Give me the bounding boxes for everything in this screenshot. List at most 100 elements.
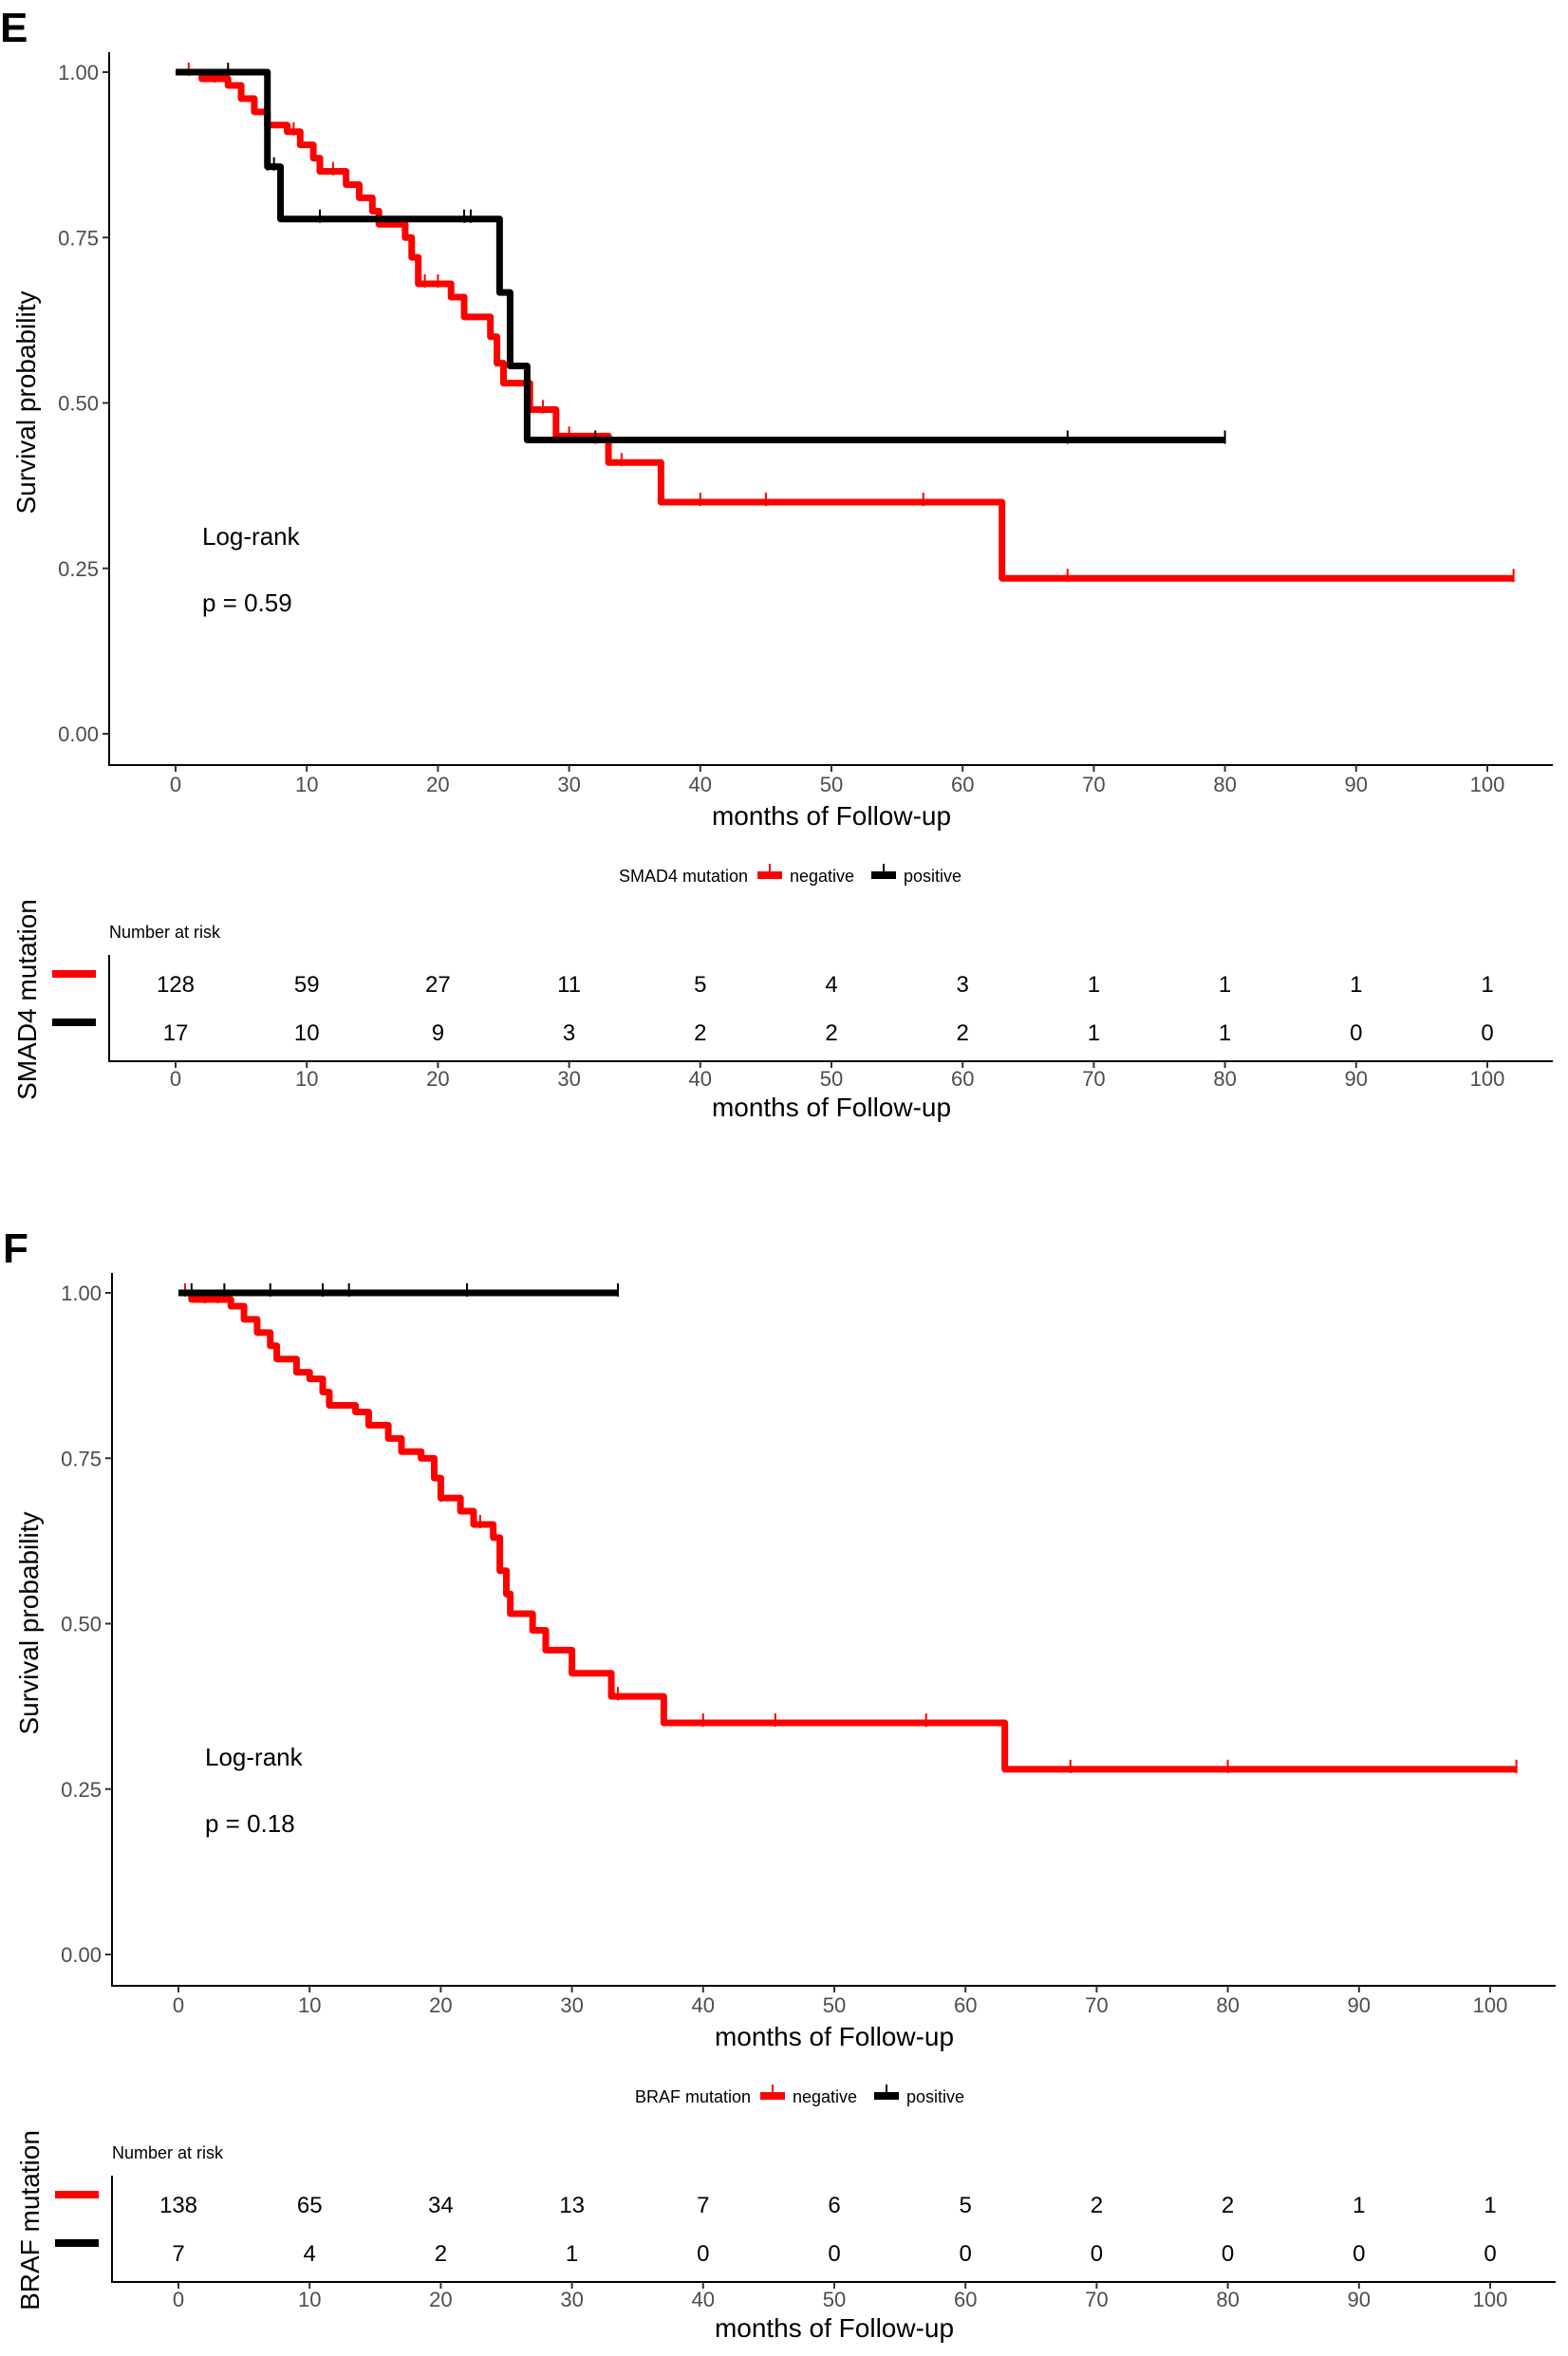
risk-x-tick-label: 0 [170,1067,181,1091]
x-tick-label: 60 [951,773,974,796]
x-tick-label: 90 [1348,1993,1371,2017]
x-tick-label: 30 [560,1993,583,2017]
risk-x-tick-label: 60 [954,2288,977,2311]
x-tick-label: 0 [170,773,181,796]
survival-curve-negative [178,1289,1517,1773]
y-tick-label: 0.00 [61,1943,102,1967]
p-value: p = 0.18 [205,1809,295,1838]
risk-x-tick-label: 40 [689,1067,712,1091]
risk-value: 0 [1481,1020,1493,1046]
risk-x-tick-label: 80 [1213,1067,1236,1091]
risk-value: 0 [1350,1020,1362,1046]
risk-row-swatch-negative [52,970,96,978]
risk-value: 1 [1484,2193,1496,2218]
risk-value: 2 [435,2241,447,2267]
legend-label-negative: negative [793,2087,857,2106]
risk-value: 6 [828,2193,840,2218]
x-axis-title: months of Follow-up [715,2022,954,2051]
x-tick-label: 50 [823,1993,846,2017]
y-axis-title: Survival probability [14,1512,44,1735]
risk-value: 2 [1222,2193,1234,2218]
risk-x-tick-label: 40 [692,2288,715,2311]
x-tick-label: 70 [1085,1993,1108,2017]
risk-x-tick-label: 30 [560,2288,583,2311]
x-tick-label: 100 [1470,773,1505,796]
risk-x-tick-label: 70 [1085,2288,1108,2311]
panel-label: F [3,1225,28,1272]
risk-x-tick-label: 70 [1082,1067,1105,1091]
risk-value: 7 [697,2193,709,2218]
risk-value: 10 [294,1020,320,1046]
x-tick-label: 40 [689,773,712,796]
risk-value: 1 [1088,972,1100,998]
risk-row-swatch-negative [55,2191,99,2198]
km-panel-f: F0.000.250.500.751.000 10 20 30 40 50 60 70 80 90… [3,1225,1556,2343]
x-tick-label: 20 [426,773,449,796]
risk-value: 1 [566,2241,578,2267]
risk-x-tick-label: 20 [426,1067,449,1091]
risk-value: 1 [1088,1020,1100,1046]
risk-value: 4 [304,2241,316,2267]
x-tick-label: 60 [954,1993,977,2017]
risk-value: 0 [828,2241,840,2267]
x-tick-label: 0 [173,1993,184,2017]
y-tick-label: 0.00 [58,722,99,746]
risk-value: 3 [957,972,969,998]
logrank-label: Log-rank [202,522,301,551]
legend-title: SMAD4 mutation [619,867,748,886]
risk-value: 2 [694,1020,706,1046]
risk-value: 9 [432,1020,444,1046]
y-tick-label: 1.00 [58,61,99,84]
risk-x-tick-label: 100 [1470,1067,1505,1091]
risk-x-tick-label: 90 [1348,2288,1371,2311]
risk-x-tick-label: 10 [298,2288,321,2311]
legend-title: BRAF mutation [635,2087,751,2106]
risk-value: 4 [825,972,837,998]
risk-value: 0 [697,2241,709,2267]
x-tick-label: 100 [1473,1993,1508,2017]
risk-x-tick-label: 30 [557,1067,580,1091]
risk-value: 0 [1091,2241,1103,2267]
risk-x-tick-label: 90 [1345,1067,1368,1091]
x-tick-label: 80 [1216,1993,1239,2017]
x-tick-label: 30 [557,773,580,796]
risk-value: 0 [1484,2241,1496,2267]
risk-value: 0 [960,2241,972,2267]
y-tick-label: 1.00 [61,1281,102,1305]
risk-x-axis-title: months of Follow-up [715,2313,954,2343]
risk-value: 17 [163,1020,189,1046]
risk-x-tick-label: 80 [1216,2288,1239,2311]
risk-row-swatch-positive [52,1019,96,1026]
risk-x-tick-label: 60 [951,1067,974,1091]
x-tick-label: 20 [429,1993,452,2017]
x-tick-label: 50 [820,773,843,796]
risk-value: 59 [294,972,320,998]
legend: BRAF mutation negative positive [635,2085,964,2106]
risk-value: 128 [157,972,195,998]
risk-value: 13 [559,2193,585,2218]
x-tick-label: 90 [1345,773,1368,796]
risk-value: 7 [172,2241,184,2267]
risk-value: 2 [957,1020,969,1046]
risk-table-title: Number at risk [109,923,221,942]
risk-x-tick-label: 50 [820,1067,843,1091]
y-tick-label: 0.25 [61,1778,102,1802]
x-tick-label: 40 [692,1993,715,2017]
risk-value: 2 [1091,2193,1103,2218]
risk-y-axis-title: SMAD4 mutation [12,899,42,1100]
risk-value: 138 [159,2193,197,2218]
x-tick-label: 80 [1213,773,1236,796]
legend-label-positive: positive [906,2087,964,2106]
risk-value: 2 [825,1020,837,1046]
risk-value: 1 [1219,972,1231,998]
p-value: p = 0.59 [202,589,292,617]
y-tick-label: 0.75 [61,1447,102,1470]
risk-value: 1 [1350,972,1362,998]
risk-value: 0 [1353,2241,1365,2267]
x-tick-label: 70 [1082,773,1105,796]
legend: SMAD4 mutation negative positive [619,864,961,886]
risk-x-tick-label: 50 [823,2288,846,2311]
